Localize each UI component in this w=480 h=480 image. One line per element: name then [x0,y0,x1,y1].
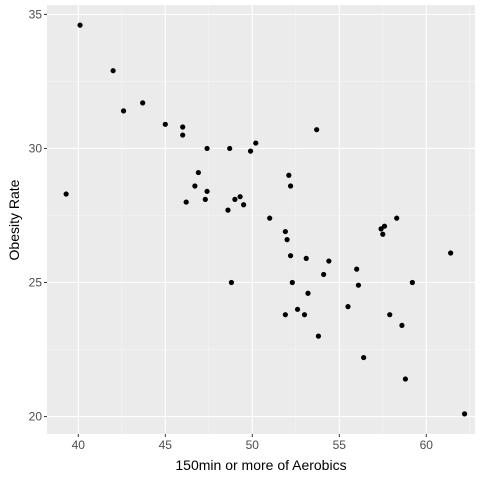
y-tick-label: 30 [29,141,43,155]
data-point [183,199,189,205]
data-point [326,258,332,264]
data-point [355,282,362,288]
data-point [247,148,254,154]
data-point [286,172,292,178]
y-tick-label: 25 [29,276,43,290]
data-point [228,279,235,286]
data-point [305,290,311,296]
data-point [267,215,273,221]
data-point [227,145,233,152]
x-axis-ticks: 40 45 50 55 60 [72,434,434,452]
data-point [345,304,351,310]
data-point [409,279,415,286]
data-point [202,196,208,202]
data-point [380,231,386,237]
data-point [63,191,69,197]
x-tick-label: 40 [72,438,86,452]
data-point [321,271,327,278]
data-point [387,312,393,318]
data-point [294,306,301,312]
x-tick-label: 55 [333,438,347,452]
data-point [314,127,320,133]
plot-panel [47,5,475,434]
minor-gridlines [47,5,475,434]
data-point [204,145,210,152]
data-point [287,253,294,259]
data-point [282,312,288,318]
data-point [402,376,409,382]
data-point [301,312,308,318]
data-point [192,183,198,189]
data-point [289,279,295,286]
data-point [195,169,201,176]
data-point [448,250,454,256]
data-point [180,132,186,138]
data-point [282,228,288,235]
data-point [253,140,259,146]
data-points [63,22,468,417]
y-axis-ticks: 20 25 30 35 [29,7,47,424]
y-tick-label: 35 [29,7,43,21]
data-point [140,100,146,106]
x-tick-label: 60 [420,438,434,452]
data-point [284,237,290,243]
data-point [110,68,116,74]
x-axis-title: 150min or more of Aerobics [175,457,346,473]
data-point [162,121,168,127]
data-point [237,194,243,200]
data-point [399,322,405,329]
data-point [361,354,367,361]
data-point [394,215,400,221]
data-point [315,333,322,339]
data-point [120,108,127,114]
data-point [180,124,186,130]
y-tick-label: 20 [29,410,43,424]
data-point [77,22,83,28]
data-point [241,202,247,208]
data-point [381,223,388,229]
data-point [204,188,210,194]
x-tick-label: 50 [246,438,260,452]
data-point [461,411,468,417]
y-axis-title: Obesity Rate [6,179,22,260]
data-point [232,196,238,202]
x-tick-label: 45 [159,438,173,452]
data-point [303,255,309,261]
data-point [354,266,360,272]
data-point [225,207,231,213]
major-gridlines [47,5,475,434]
data-point [287,183,294,189]
